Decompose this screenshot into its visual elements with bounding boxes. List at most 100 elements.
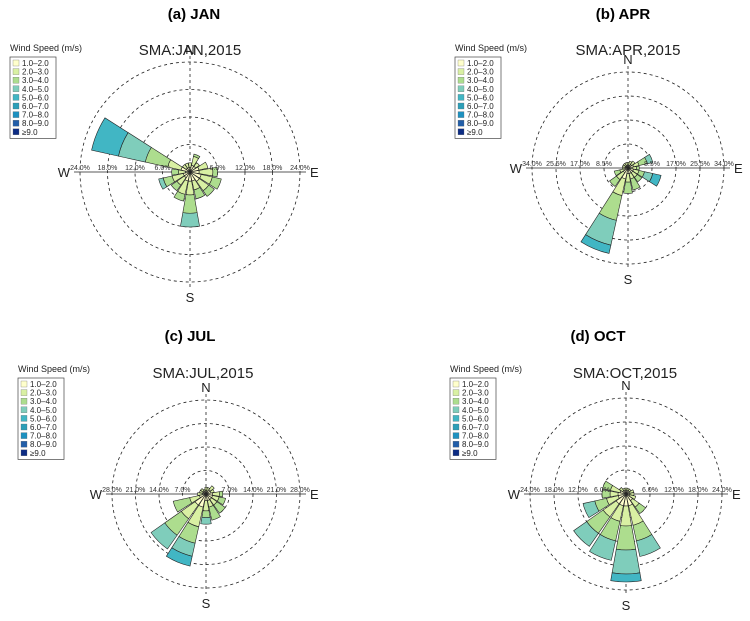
- legend-label-4: 5.0–6.0: [22, 93, 49, 102]
- ring-label-east-2: 14.0%: [243, 487, 263, 494]
- west-label: W: [58, 165, 71, 180]
- legend-label-0: 1.0–2.0: [30, 380, 57, 389]
- ring-label-east-3: 18.0%: [263, 165, 283, 172]
- ring-label-west-2: 12.0%: [568, 487, 588, 494]
- legend-label-1: 2.0–3.0: [30, 389, 57, 398]
- wind-sector-5-bin-4: [649, 173, 662, 187]
- wind-sector-7-bin-3: [636, 534, 661, 557]
- wind-sector-7-bin-2: [630, 177, 641, 191]
- legend-swatch-1: [457, 68, 465, 75]
- legend-label-8: ≥9.0: [22, 128, 38, 137]
- legend-title: Wind Speed (m/s): [10, 43, 82, 53]
- ring-label-east-4: 34.0%: [714, 161, 734, 168]
- legend-label-7: 8.0–9.0: [462, 440, 489, 449]
- legend: Wind Speed (m/s) 1.0–2.02.0–3.03.0–4.04.0…: [454, 43, 527, 139]
- ring-label-west-4: 28.0%: [102, 487, 122, 494]
- ring-label-east-3: 18.0%: [688, 487, 708, 494]
- legend-swatch-4: [12, 94, 20, 101]
- wind-sector-6-bin-2: [634, 502, 647, 515]
- ring-label-west-1: 6.0%: [594, 487, 610, 494]
- wind-sector-14-bin-1: [200, 488, 205, 493]
- legend-label-0: 1.0–2.0: [467, 59, 494, 68]
- wind-sector-11-bin-2: [613, 169, 622, 176]
- wind-sector-8-bin-2: [615, 525, 637, 551]
- legend: Wind Speed (m/s) 1.0–2.02.0–3.03.0–4.04.0…: [9, 43, 82, 139]
- legend-swatch-4: [457, 94, 465, 101]
- ring-label-east-1: 6.0%: [642, 487, 658, 494]
- wind-sector-7-bin-2: [208, 504, 221, 521]
- south-label: S: [624, 272, 633, 287]
- panel-label: (b) APR: [596, 6, 651, 23]
- wind-sector-4-bin-2: [212, 166, 218, 178]
- legend-label-0: 1.0–2.0: [462, 380, 489, 389]
- ring-label-west-3: 21.0%: [126, 487, 146, 494]
- wind-sector-0-bin-1: [188, 162, 192, 168]
- wind-sector-8-bin-3: [611, 548, 641, 575]
- legend-label-3: 4.0–5.0: [467, 85, 494, 94]
- panel-label: (c) JUL: [165, 328, 216, 345]
- windrose-panel-4: (d) OCT SMA:OCT,2015 6.0% 6.0% 12.0% 12.0% 18.…: [449, 328, 741, 613]
- wind-sector-8-bin-2: [623, 181, 633, 194]
- legend-label-7: 8.0–9.0: [22, 119, 49, 128]
- wind-sector-4-bin-2: [635, 165, 640, 171]
- legend-label-3: 4.0–5.0: [30, 406, 57, 415]
- legend-swatch-7: [20, 441, 28, 448]
- north-label: N: [623, 52, 632, 67]
- wind-sector-15-bin-1: [202, 488, 206, 492]
- ring-label-east-1: 7.0%: [222, 487, 238, 494]
- legend-label-5: 6.0–7.0: [30, 423, 57, 432]
- wind-sector-10-bin-2: [170, 180, 182, 192]
- wind-sector-14-bin-1: [619, 487, 625, 493]
- ring-label-east-4: 24.0%: [290, 165, 310, 172]
- legend-label-6: 7.0–8.0: [467, 111, 494, 120]
- ring-label-west-4: 34.0%: [522, 161, 542, 168]
- legend-swatch-8: [12, 128, 20, 135]
- ring-label-west-4: 24.0%: [70, 165, 90, 172]
- legend-swatch-2: [20, 398, 28, 405]
- windrose-panel-1: (a) JAN SMA:JAN,2015 6.0% 6.0% 12.0% 12.0% 18.…: [9, 6, 319, 305]
- wind-sector-3-bin-1: [209, 489, 215, 494]
- east-label: E: [734, 161, 743, 176]
- legend-label-6: 7.0–8.0: [30, 432, 57, 441]
- legend-label-2: 3.0–4.0: [467, 76, 494, 85]
- ring-label-east-2: 12.0%: [664, 487, 684, 494]
- legend-title: Wind Speed (m/s): [455, 43, 527, 53]
- legend-swatch-1: [12, 68, 20, 75]
- east-label: E: [310, 165, 319, 180]
- legend-label-8: ≥9.0: [462, 449, 478, 458]
- wind-sector-13-bin-4: [91, 117, 129, 157]
- ring-label-west-2: 17.0%: [570, 161, 590, 168]
- legend-swatch-5: [457, 102, 465, 110]
- legend-label-2: 3.0–4.0: [462, 397, 489, 406]
- legend-swatch-5: [12, 102, 20, 110]
- legend-swatch-3: [457, 85, 465, 92]
- ring-label-east-3: 21.0%: [267, 487, 287, 494]
- legend-swatch-1: [20, 389, 28, 396]
- legend-label-7: 8.0–9.0: [30, 440, 57, 449]
- chart-title: SMA:JUL,2015: [153, 365, 254, 382]
- wind-sector-10-bin-3: [573, 521, 599, 547]
- legend-swatch-4: [452, 415, 460, 422]
- north-label: N: [621, 378, 630, 393]
- legend-label-1: 2.0–3.0: [22, 68, 49, 77]
- legend-swatch-7: [457, 120, 465, 127]
- legend: Wind Speed (m/s) 1.0–2.02.0–3.03.0–4.04.0…: [449, 364, 522, 460]
- wind-sector-9-bin-3: [589, 534, 616, 561]
- legend-swatch-3: [20, 406, 28, 413]
- wind-sector-5-bin-2: [208, 176, 222, 190]
- legend-swatch-6: [12, 111, 20, 118]
- wind-sector-2-bin-1: [208, 485, 215, 492]
- wind-sector-7-bin-2: [193, 187, 206, 200]
- legend-label-8: ≥9.0: [467, 128, 483, 137]
- ring-label-west-4: 24.0%: [520, 487, 540, 494]
- legend-label-7: 8.0–9.0: [467, 119, 494, 128]
- legend-swatch-5: [20, 423, 28, 431]
- wind-sector-1-bin-2: [193, 153, 201, 159]
- ring-label-west-2: 14.0%: [149, 487, 169, 494]
- wind-sector-6-bin-2: [213, 501, 226, 514]
- legend-swatch-0: [452, 380, 460, 388]
- wind-sector-15-bin-1: [184, 162, 190, 169]
- ring-label-east-3: 25.5%: [690, 161, 710, 168]
- legend-swatch-0: [12, 59, 20, 67]
